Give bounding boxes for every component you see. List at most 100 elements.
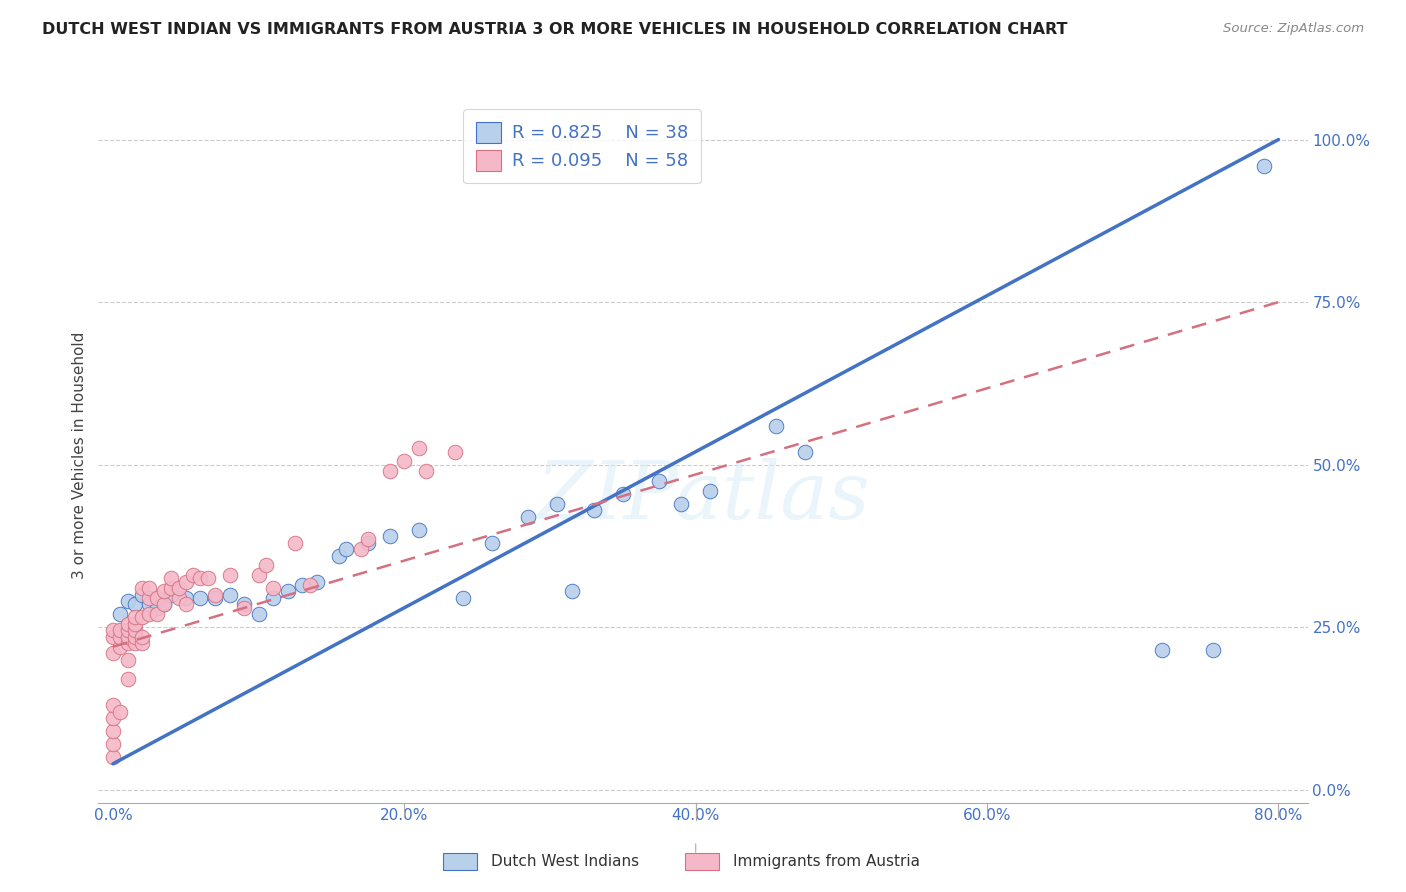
Point xyxy=(305,574,328,589)
Bar xyxy=(443,853,477,871)
Point xyxy=(174,598,197,612)
Point xyxy=(131,588,153,602)
Point xyxy=(167,591,190,605)
Point xyxy=(153,598,176,612)
Point xyxy=(357,533,380,547)
Point xyxy=(582,503,605,517)
Point xyxy=(101,630,124,644)
Point xyxy=(181,568,204,582)
Point xyxy=(131,581,153,595)
Point xyxy=(117,594,139,608)
Point xyxy=(254,558,277,573)
Point xyxy=(117,630,139,644)
Point xyxy=(167,581,190,595)
Point xyxy=(415,464,437,478)
Point xyxy=(138,598,160,612)
Point xyxy=(1202,643,1225,657)
Point xyxy=(117,672,139,686)
Point xyxy=(262,591,284,605)
Point xyxy=(394,454,416,468)
Point xyxy=(124,617,146,632)
Point xyxy=(357,535,380,549)
Point xyxy=(277,584,299,599)
Point xyxy=(204,591,226,605)
Point xyxy=(451,591,474,605)
Point xyxy=(699,483,721,498)
Point xyxy=(101,737,124,751)
Point xyxy=(124,630,146,644)
Text: ZIPatlas: ZIPatlas xyxy=(536,458,870,535)
Point xyxy=(174,591,197,605)
Point xyxy=(124,598,146,612)
Point xyxy=(218,568,240,582)
Point xyxy=(131,610,153,624)
Point xyxy=(765,418,787,433)
Point xyxy=(124,624,146,638)
Point xyxy=(561,584,583,599)
Point xyxy=(1253,159,1275,173)
Point xyxy=(378,529,401,543)
Point xyxy=(328,549,350,563)
Point xyxy=(131,636,153,650)
Point xyxy=(131,630,153,644)
Point xyxy=(481,535,503,549)
Point xyxy=(160,588,183,602)
Point xyxy=(117,653,139,667)
Point xyxy=(124,610,146,624)
Point xyxy=(378,464,401,478)
Point xyxy=(218,588,240,602)
Point xyxy=(648,474,671,488)
Point xyxy=(101,711,124,725)
Point xyxy=(444,444,467,458)
Point xyxy=(117,636,139,650)
Point xyxy=(110,705,132,719)
Text: Source: ZipAtlas.com: Source: ZipAtlas.com xyxy=(1223,22,1364,36)
Point xyxy=(110,624,132,638)
Point xyxy=(298,578,321,592)
Point xyxy=(153,598,176,612)
Point xyxy=(335,542,357,557)
Point xyxy=(101,624,124,638)
Point xyxy=(110,630,132,644)
Point xyxy=(233,598,256,612)
Point xyxy=(204,588,226,602)
Point xyxy=(350,542,373,557)
Point xyxy=(110,607,132,622)
Point xyxy=(291,578,314,592)
Point xyxy=(233,600,256,615)
Point xyxy=(190,591,212,605)
Point xyxy=(101,698,124,713)
Point xyxy=(124,636,146,650)
Point xyxy=(101,750,124,764)
Text: Dutch West Indians: Dutch West Indians xyxy=(492,855,640,870)
Point xyxy=(247,568,270,582)
Point xyxy=(669,497,692,511)
Point xyxy=(247,607,270,622)
Point xyxy=(517,509,540,524)
Point xyxy=(160,581,183,595)
Point xyxy=(190,572,212,586)
Point xyxy=(117,617,139,632)
Text: Immigrants from Austria: Immigrants from Austria xyxy=(734,855,921,870)
Point xyxy=(794,444,817,458)
Point xyxy=(160,572,183,586)
Point xyxy=(408,523,430,537)
Bar xyxy=(685,853,718,871)
Legend: R = 0.825    N = 38, R = 0.095    N = 58: R = 0.825 N = 38, R = 0.095 N = 58 xyxy=(463,109,702,184)
Point xyxy=(145,600,167,615)
Point xyxy=(145,591,167,605)
Point xyxy=(284,535,307,549)
Y-axis label: 3 or more Vehicles in Household: 3 or more Vehicles in Household xyxy=(72,331,87,579)
Point xyxy=(138,607,160,622)
Point xyxy=(262,581,284,595)
Point xyxy=(612,487,634,501)
Point xyxy=(1150,643,1173,657)
Point xyxy=(101,646,124,660)
Point xyxy=(117,624,139,638)
Point xyxy=(174,574,197,589)
Point xyxy=(145,607,167,622)
Point xyxy=(138,581,160,595)
Point xyxy=(138,591,160,605)
Point xyxy=(197,572,219,586)
Text: DUTCH WEST INDIAN VS IMMIGRANTS FROM AUSTRIA 3 OR MORE VEHICLES IN HOUSEHOLD COR: DUTCH WEST INDIAN VS IMMIGRANTS FROM AUS… xyxy=(42,22,1067,37)
